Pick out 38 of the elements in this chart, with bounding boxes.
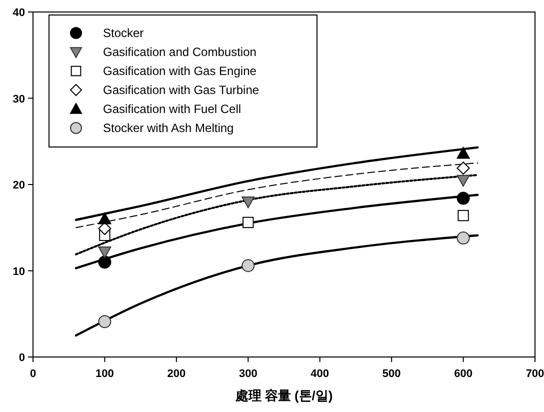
point — [458, 210, 469, 222]
line-series — [76, 162, 478, 228]
line-series — [75, 174, 479, 256]
line-series — [74, 194, 479, 270]
x-axis-title: 處理 容量 (톤/일) — [234, 388, 333, 403]
y-tick-label: 40 — [12, 7, 25, 19]
point — [98, 212, 112, 224]
point — [242, 196, 255, 208]
point — [98, 256, 112, 269]
x-tick-label: 200 — [167, 368, 186, 380]
point — [242, 259, 255, 272]
x-tick-label: 100 — [96, 368, 114, 380]
point — [456, 231, 470, 244]
legend-label: Gasification with Gas Engine — [103, 64, 257, 78]
point — [456, 192, 470, 205]
point — [456, 174, 470, 187]
x-tick-label: 0 — [30, 368, 36, 380]
y-tick-label: 30 — [12, 93, 25, 106]
legend-label: Gasification with Gas Turbine — [103, 83, 260, 97]
x-tick-label: 700 — [526, 368, 544, 380]
x-tick-label: 600 — [454, 368, 472, 380]
line-series — [74, 146, 479, 221]
legend-label: Gasification with Fuel Cell — [103, 102, 242, 116]
point — [242, 216, 254, 228]
legend-label: Stocker with Ash Melting — [103, 121, 234, 135]
point — [98, 315, 112, 328]
y-tick-label: 0 — [18, 352, 25, 364]
point — [456, 162, 470, 175]
point — [98, 246, 112, 258]
legend-label: Gasification and Combustion — [103, 45, 256, 59]
y-tick-label: 20 — [12, 180, 25, 192]
legend-label: Stocker — [103, 26, 144, 40]
x-tick-label: 400 — [310, 368, 330, 380]
x-tick-label: 300 — [238, 368, 258, 380]
x-tick-label: 500 — [382, 368, 401, 380]
point — [456, 146, 470, 159]
line-series — [74, 234, 479, 337]
y-tick-label: 10 — [12, 266, 25, 278]
